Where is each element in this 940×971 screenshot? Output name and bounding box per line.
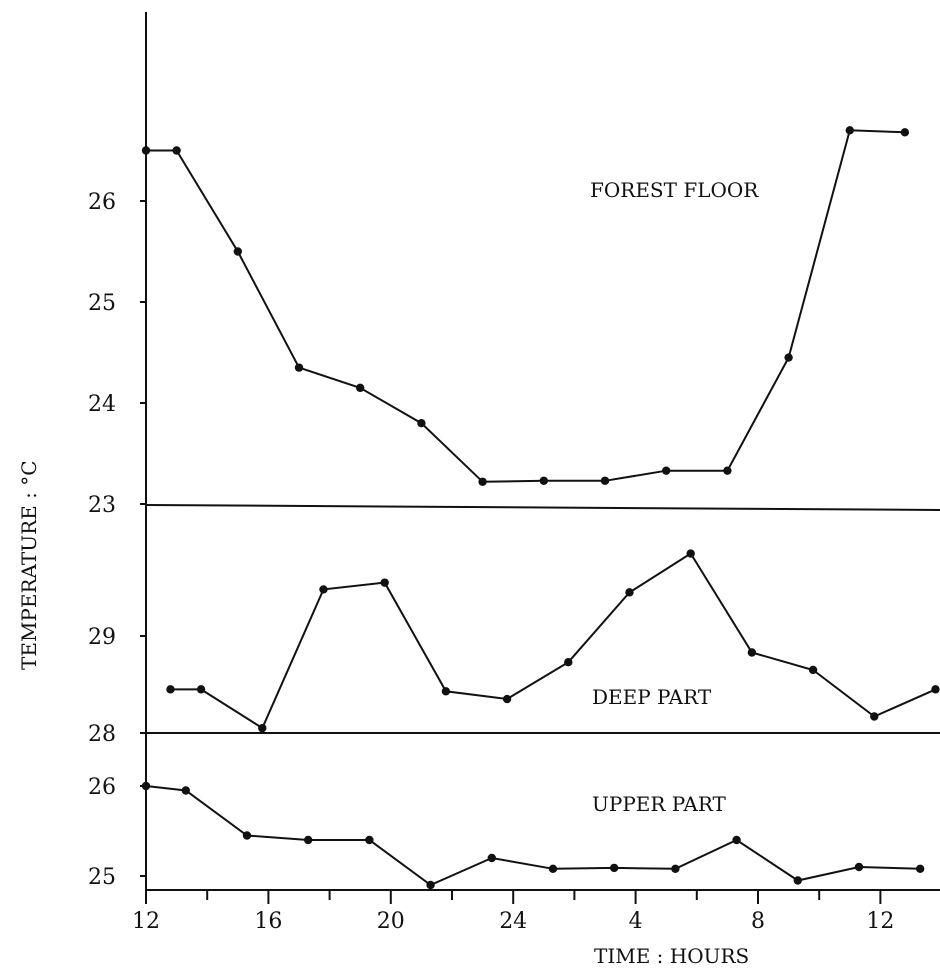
forest-floor-data-point (141, 146, 151, 155)
deep-part-data-point (441, 687, 451, 696)
deep-part-data-point (808, 665, 818, 675)
deep-part-y-tick-label: 29 (88, 625, 116, 650)
upper-part-label: UPPER PART (592, 792, 727, 816)
x-ticks: 12 16 20 24 4 8 12 (132, 890, 894, 934)
upper-part-data-point (732, 835, 741, 845)
upper-part-data-point (793, 876, 802, 885)
upper-part-data-point (854, 862, 864, 872)
forest-floor-data-point (294, 363, 304, 372)
upper-part-data-point (426, 880, 435, 890)
forest-floor-data-point (662, 466, 671, 475)
upper-part-data-point (141, 781, 151, 791)
forest-floor-data-point (233, 247, 242, 256)
upper-part-panel: 26 25 (88, 775, 925, 890)
forest-floor-y-tick-label: 23 (88, 493, 116, 518)
deep-part-data-point (931, 685, 940, 694)
upper-part-data-point (915, 864, 925, 873)
deep-part-data-point (380, 578, 389, 587)
axes (145, 12, 940, 891)
upper-part-data-point (181, 786, 190, 795)
x-tick-label: 24 (499, 909, 527, 934)
deep-part-data-point (319, 585, 328, 594)
deep-part-data-point (747, 648, 757, 657)
forest-floor-data-point (845, 126, 854, 135)
forest-floor-series-line (146, 129, 905, 483)
deep-part-data-point (686, 549, 695, 558)
deep-part-data-point (870, 712, 879, 721)
x-tick-label: 12 (866, 909, 894, 934)
upper-part-data-point (365, 835, 374, 845)
forest-floor-data-point (478, 477, 487, 486)
deep-part-data-point (196, 685, 206, 694)
upper-part-y-tick-label: 25 (88, 865, 116, 890)
panel-divider-1 (145, 504, 940, 511)
upper-part-data-point (242, 831, 252, 840)
forest-floor-data-point (172, 146, 181, 155)
forest-floor-panel: 26 25 24 23 (88, 126, 910, 518)
forest-floor-data-point (784, 353, 793, 362)
deep-part-data-point (502, 694, 512, 704)
deep-part-data-point (564, 657, 573, 667)
x-tick-label: 4 (629, 909, 643, 934)
forest-floor-data-point (356, 383, 365, 393)
x-tick-label: 8 (751, 909, 765, 934)
upper-part-y-tick-label: 26 (88, 775, 116, 800)
deep-part-y-tick-label: 28 (88, 722, 116, 747)
deep-part-data-point (258, 723, 267, 733)
forest-floor-data-point (900, 128, 910, 137)
forest-floor-y-tick-label: 24 (88, 392, 116, 417)
upper-part-data-point (487, 853, 496, 863)
upper-part-data-point (609, 863, 619, 873)
upper-part-data-point (548, 864, 558, 873)
deep-part-panel: 29 28 (88, 549, 940, 747)
forest-floor-data-point (539, 476, 548, 485)
deep-part-data-point (166, 685, 175, 694)
forest-floor-y-tick-label: 26 (88, 190, 116, 215)
y-axis-title: TEMPERATURE : °C (17, 461, 41, 671)
forest-floor-data-point (600, 476, 610, 485)
x-axis-title: TIME : HOURS (594, 944, 749, 968)
forest-floor-data-point (417, 419, 426, 428)
x-tick-label: 20 (377, 909, 405, 934)
x-tick-label: 12 (132, 909, 160, 934)
forest-floor-label: FOREST FLOOR (590, 178, 759, 202)
upper-part-data-point (303, 835, 313, 845)
deep-part-series-line (170, 552, 936, 730)
x-tick-label: 16 (254, 909, 282, 934)
deep-part-data-point (625, 588, 634, 597)
upper-part-data-point (671, 864, 680, 873)
forest-floor-data-point (723, 466, 732, 475)
forest-floor-y-tick-label: 25 (88, 291, 116, 316)
deep-part-label: DEEP PART (592, 685, 712, 709)
upper-part-series-line (145, 785, 921, 887)
